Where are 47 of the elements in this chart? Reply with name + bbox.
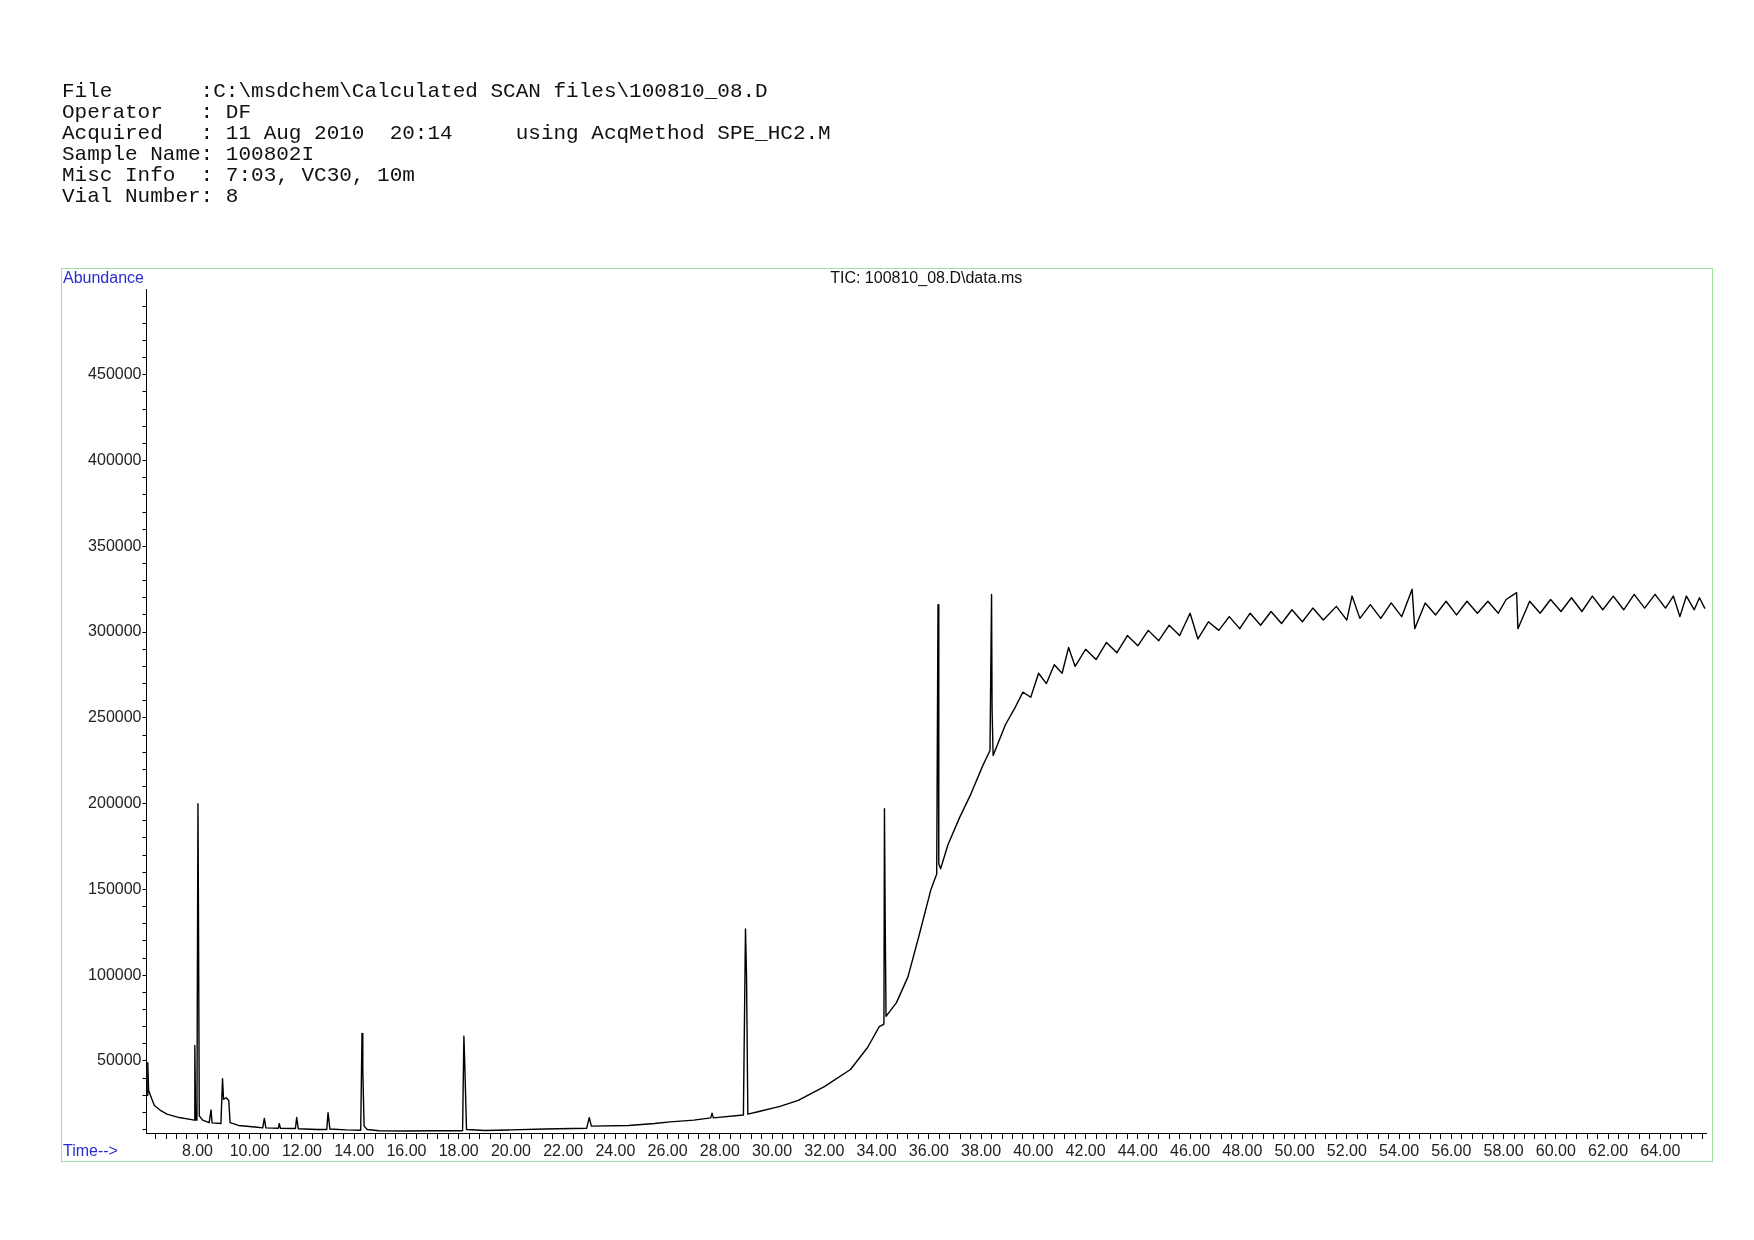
x-tick-label: 12.00: [281, 1142, 323, 1160]
x-tick-label: 24.00: [595, 1142, 636, 1160]
x-tick-label: 62.00: [1588, 1142, 1629, 1160]
text: File :C:\msdchem\Calculated SCAN files\100810_08.D: [62, 80, 769, 103]
x-tick-label: 52.00: [1326, 1142, 1367, 1160]
x-tick-label: 8.00: [181, 1142, 214, 1160]
x-tick-label: 56.00: [1431, 1142, 1472, 1160]
x-tick-label: 22.00: [543, 1142, 584, 1160]
x-tick-label: 28.00: [699, 1142, 740, 1160]
y-axis-title: Abundance: [63, 269, 145, 287]
text: Operator : DF: [62, 100, 253, 124]
text: Sample Name: 100802I: [62, 142, 316, 166]
x-tick-label: 16.00: [386, 1142, 427, 1160]
x-tick-label: 10.00: [229, 1142, 270, 1160]
text: Acquired : 11 Aug 2010 20:14 using AcqMethod SPE_HC2.M: [62, 121, 831, 145]
x-tick-label: 30.00: [752, 1142, 793, 1160]
text: Vial Number: 8: [62, 184, 239, 208]
chart-title: TIC: 100810_08.D\data.ms: [830, 269, 1023, 288]
x-tick-label: 64.00: [1640, 1142, 1681, 1160]
x-tick-label: 50.00: [1274, 1142, 1315, 1160]
y-tick-label: 200000: [88, 794, 142, 812]
x-tick-label: 36.00: [908, 1142, 949, 1160]
x-tick-label: 48.00: [1222, 1142, 1263, 1160]
x-tick-label: 20.00: [490, 1142, 532, 1160]
y-tick-label: 150000: [88, 879, 142, 897]
y-tick-label: 100000: [88, 965, 142, 983]
y-tick-label: 250000: [88, 708, 142, 726]
x-tick-label: 26.00: [647, 1142, 688, 1160]
x-axis-title: Time-->: [63, 1142, 118, 1160]
x-tick-label: 14.00: [334, 1142, 375, 1160]
y-tick-label: 50000: [97, 1051, 142, 1069]
y-tick-label: 450000: [88, 365, 142, 383]
x-tick-label: 58.00: [1483, 1142, 1524, 1160]
x-tick-label: 60.00: [1535, 1142, 1576, 1160]
y-tick-label: 300000: [88, 622, 142, 640]
y-tick-label: 350000: [88, 536, 142, 554]
x-tick-label: 44.00: [1117, 1142, 1158, 1160]
x-tick-label: 38.00: [961, 1142, 1002, 1160]
x-tick-label: 42.00: [1065, 1142, 1106, 1160]
text: Misc Info : 7:03, VC30, 10m: [62, 163, 416, 187]
y-tick-label: 400000: [88, 450, 142, 468]
x-tick-label: 40.00: [1013, 1142, 1054, 1160]
x-tick-label: 46.00: [1170, 1142, 1211, 1160]
x-tick-label: 32.00: [804, 1142, 845, 1160]
x-tick-label: 54.00: [1379, 1142, 1420, 1160]
x-tick-label: 34.00: [856, 1142, 897, 1160]
x-tick-label: 18.00: [438, 1142, 479, 1160]
